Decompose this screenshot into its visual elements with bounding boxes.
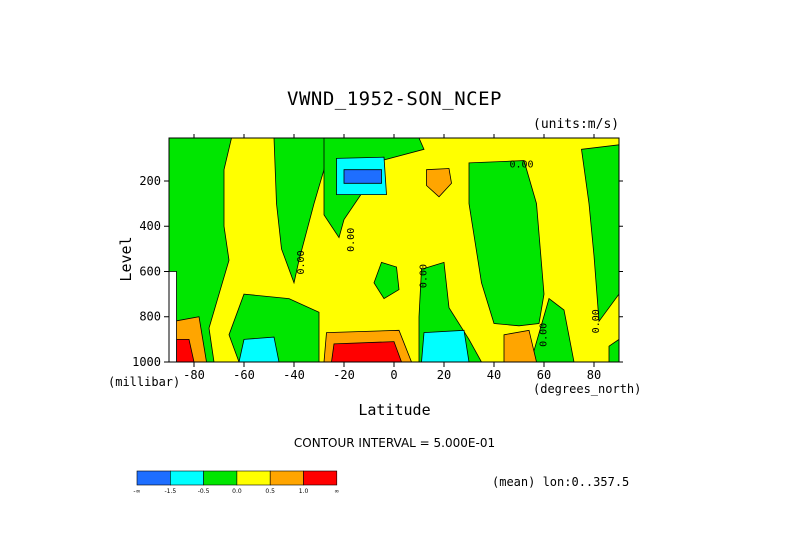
contour-interval-label: CONTOUR INTERVAL = 5.000E-01	[293, 436, 496, 450]
y-tick-label-2: 600	[139, 264, 161, 278]
legend-swatch-5	[303, 470, 338, 486]
contour-label-2: 0.00	[346, 228, 357, 252]
x-tick-label-4: 0	[390, 368, 397, 382]
x-axis-unit: (degrees_north)	[533, 382, 642, 396]
x-tick-label-5: 20	[437, 368, 451, 382]
x-axis-label: Latitude	[358, 401, 431, 419]
contour-region-1	[169, 138, 232, 362]
y-axis-unit: (millibar)	[108, 375, 181, 389]
contour-label-3: 0.00	[419, 264, 430, 288]
legend-swatch-4	[269, 470, 304, 486]
x-tick-label-7: 60	[537, 368, 551, 382]
x-tick-label-0: -80	[183, 368, 205, 382]
x-tick-label-6: 40	[487, 368, 501, 382]
contour-label-5: 0.00	[591, 309, 602, 333]
legend-swatch-3	[236, 470, 271, 486]
contour-fill-group	[169, 138, 619, 362]
legend-swatch-0	[136, 470, 171, 486]
x-tick-label-3: -20	[333, 368, 355, 382]
y-tick-label-1: 400	[139, 219, 161, 233]
units-label: (units:m/s)	[533, 117, 620, 132]
mean-longitude-label: (mean) lon:0..357.5	[492, 475, 630, 489]
contour-region-13	[426, 168, 452, 198]
legend-label-6: ∞	[334, 488, 339, 495]
y-tick-label-3: 800	[139, 310, 161, 324]
y-tick-label-0: 200	[139, 174, 161, 188]
contour-label-1: 0.00	[296, 250, 307, 274]
contour-region-18	[503, 329, 537, 362]
legend-swatch-2	[203, 470, 238, 486]
legend-label-1: -1.5	[164, 488, 176, 495]
contour-region-7	[373, 261, 400, 300]
contour-region-17	[331, 341, 402, 362]
contour-region-14	[238, 336, 280, 362]
contour-region-5	[581, 144, 619, 323]
x-tick-label-8: 80	[587, 368, 601, 382]
legend-label-3: 0.0	[232, 488, 242, 495]
contour-label-4: 0.00	[539, 323, 550, 347]
legend-label-2: -0.5	[198, 488, 210, 495]
legend-swatch-1	[170, 470, 204, 486]
contour-region-10	[608, 338, 619, 362]
contour-region-15	[421, 329, 470, 362]
contour-region-4	[468, 160, 545, 327]
y-tick-label-4: 1000	[132, 355, 161, 369]
chart-title: VWND_1952-SON_NCEP	[287, 88, 502, 110]
legend-label-4: 0.5	[265, 488, 275, 495]
x-tick-label-2: -40	[283, 368, 305, 382]
contour-region-21	[169, 271, 177, 362]
contour-region-12	[343, 169, 382, 184]
legend-label-5: 1.0	[299, 488, 309, 495]
contour-label-0: 0.00	[509, 159, 533, 170]
x-tick-label-1: -60	[233, 368, 255, 382]
legend-label-0: -∞	[133, 488, 140, 495]
